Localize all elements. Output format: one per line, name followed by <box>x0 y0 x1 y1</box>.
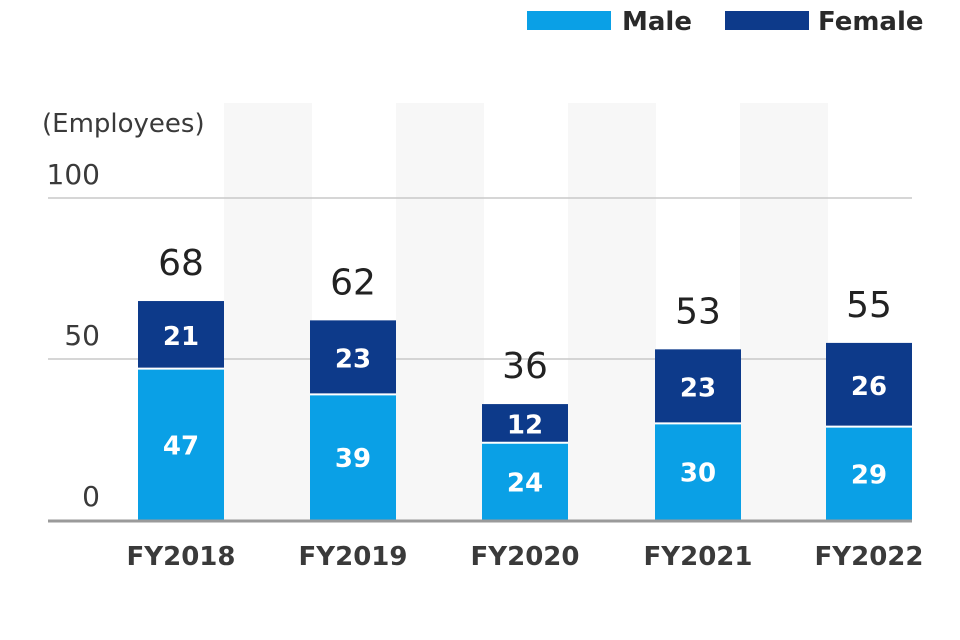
x-tick-label: FY2022 <box>815 542 924 572</box>
segment-value-label: 30 <box>680 459 716 489</box>
bar-segment-female <box>826 342 912 427</box>
y-axis-unit-label: (Employees) <box>42 109 205 139</box>
column-bands <box>224 103 828 520</box>
legend-label: Female <box>818 7 924 37</box>
bar-segment-female <box>310 320 396 395</box>
bar-group: 30 23 53 <box>655 291 741 520</box>
total-value-label: 68 <box>158 243 204 284</box>
total-value-label: 53 <box>675 291 721 332</box>
total-value-label: 62 <box>330 262 376 303</box>
bar-group: 29 26 55 <box>826 285 912 520</box>
total-value-label: 55 <box>846 285 892 326</box>
x-tick-label: FY2019 <box>299 542 408 572</box>
segment-value-label: 47 <box>163 431 199 461</box>
column-band <box>740 103 828 520</box>
y-tick-label: 0 <box>82 480 100 513</box>
bar-group: 39 23 62 <box>310 262 396 520</box>
bar-segment-female <box>138 301 224 369</box>
bar-segment-female <box>482 404 568 443</box>
column-band <box>396 103 484 520</box>
segment-value-label: 29 <box>851 460 887 490</box>
total-value-label: 36 <box>502 346 548 387</box>
bar-segment-male <box>138 368 224 520</box>
bar-segment-male <box>655 423 741 520</box>
segment-value-label: 23 <box>680 373 716 403</box>
segment-value-label: 12 <box>507 410 543 440</box>
segment-value-label: 39 <box>335 444 371 474</box>
bar-segment-male <box>310 394 396 520</box>
y-tick-label: 100 <box>47 158 100 191</box>
x-tick-label: FY2018 <box>127 542 236 572</box>
x-tick-label: FY2020 <box>471 542 580 572</box>
bar-group: 47 21 68 <box>138 243 224 520</box>
segment-value-label: 24 <box>507 468 543 498</box>
legend-item-male: Male <box>527 7 692 37</box>
segment-value-label: 23 <box>335 344 371 374</box>
segment-value-label: 21 <box>163 322 199 352</box>
x-axis: FY2018 FY2019 FY2020 FY2021 FY2022 <box>48 519 924 572</box>
legend-swatch <box>725 11 809 30</box>
column-band <box>568 103 656 520</box>
segment-value-label: 26 <box>851 372 887 402</box>
legend-swatch <box>527 11 611 30</box>
bar-segment-male <box>482 442 568 520</box>
bar-segment-male <box>826 426 912 520</box>
legend-label: Male <box>622 7 692 37</box>
legend-item-female: Female <box>725 7 924 37</box>
column-band <box>224 103 312 520</box>
bars: 47 21 68 39 23 62 24 12 36 30 23 53 29 26 55 <box>138 243 912 520</box>
x-tick-label: FY2021 <box>644 542 753 572</box>
y-tick-label: 50 <box>64 319 100 352</box>
legend: Male Female <box>527 7 924 37</box>
bar-segment-female <box>655 349 741 424</box>
bar-group: 24 12 36 <box>482 346 568 520</box>
y-axis-ticks: 0 50 100 <box>47 158 100 513</box>
